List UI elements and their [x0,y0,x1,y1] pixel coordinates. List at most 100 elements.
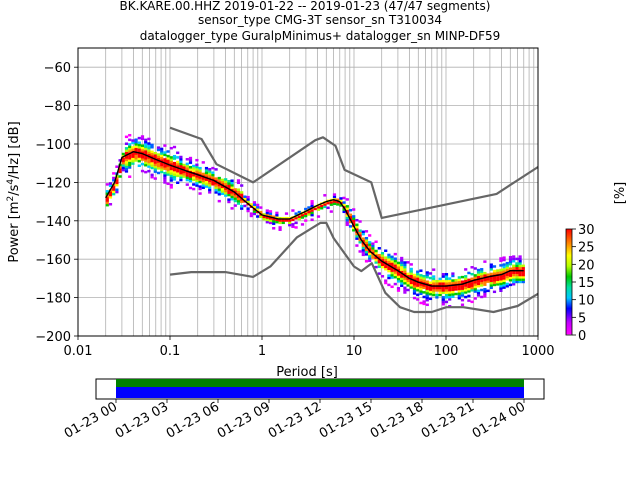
heatmap-cell [492,279,497,282]
heatmap-cell [256,215,260,218]
heatmap-cell [195,165,199,169]
heatmap-cell [153,177,157,180]
heatmap-cell [179,158,183,161]
heatmap-cell [246,200,250,204]
heatmap-cell [160,161,164,165]
availability-tick-label: 01-23 06 [164,399,222,441]
heatmap-cell [275,216,279,219]
heatmap-cell [153,154,157,157]
heatmap-cell [361,251,365,254]
heatmap-cell [163,160,167,163]
heatmap-cell [512,257,516,261]
heatmap-cell [128,175,132,178]
heatmap-cell [467,299,471,302]
heatmap-cell [448,295,452,299]
heatmap-cell [406,279,410,283]
heatmap-cell [499,282,503,286]
heatmap-cell [515,273,519,277]
heatmap-cell [105,196,109,200]
heatmap-cell [451,286,455,289]
heatmap-cell [214,184,218,187]
heatmap-cell [288,223,292,227]
heatmap-cell [396,277,401,281]
heatmap-cell [198,169,202,172]
heatmap-cell [224,182,228,186]
heatmap-cell [310,209,314,212]
heatmap-cell [214,186,218,190]
heatmap-cell [521,273,525,277]
heatmap-cell [342,201,346,204]
heatmap-cell [240,200,244,203]
heatmap-cell [265,213,269,217]
heatmap-cell [403,282,407,285]
heatmap-cell [326,201,330,205]
heatmap-cell [451,279,455,282]
heatmap-cell [204,171,209,175]
heatmap-cell [220,190,225,193]
heatmap-cell [297,210,301,214]
heatmap-cell [192,183,196,186]
heatmap-cell [486,273,490,276]
heatmap-cell [508,279,513,282]
heatmap-cell [496,278,500,282]
heatmap-cell [128,159,132,162]
heatmap-cell [128,133,132,137]
heatmap-cell [121,152,125,156]
heatmap-cell [259,215,263,219]
heatmap-cell [240,207,244,210]
heatmap-cell [515,266,519,270]
heatmap-cell [412,292,417,295]
heatmap-cell [374,252,378,255]
heatmap-cell [454,281,458,284]
heatmap-cell [441,286,445,290]
heatmap-cell [518,264,522,268]
heatmap-cell [204,185,209,188]
heatmap-cell [496,283,500,286]
heatmap-cell [169,163,173,166]
heatmap-cell [505,261,509,265]
heatmap-cell [364,241,369,245]
heatmap-cell [403,272,407,276]
heatmap-cell [400,266,404,269]
heatmap-cell [374,265,378,269]
heatmap-cell [508,255,513,259]
heatmap-cell [502,279,506,282]
heatmap-cell [227,184,231,188]
heatmap-cell [316,206,321,209]
heatmap-cell [236,193,241,196]
heatmap-cell [457,287,461,291]
heatmap-cell [412,282,417,286]
heatmap-cell [153,158,157,162]
heatmap-cell [406,281,410,285]
heatmap-cell [156,157,161,161]
heatmap-cell [406,284,410,287]
heatmap-cell [473,281,477,284]
heatmap-cell [278,219,282,222]
heatmap-cell [396,287,401,290]
heatmap-cell [284,212,289,215]
heatmap-cell [144,140,148,144]
heatmap-cell [268,219,273,222]
heatmap-cell [288,219,292,222]
heatmap-cell [211,176,215,179]
heatmap-cell [185,183,189,186]
heatmap-cell [460,291,465,295]
heatmap-cell [476,284,481,288]
heatmap-cell [300,223,305,226]
heatmap-cell [230,184,234,187]
heatmap-cell [355,235,359,238]
heatmap-cell [416,277,420,280]
heatmap-cell [473,283,477,286]
heatmap-cell [128,147,132,151]
heatmap-cell [428,281,433,284]
x-tick-label: 100 [434,344,459,359]
heatmap-cell [179,169,183,173]
heatmap-cell [352,229,356,232]
heatmap-cell [224,194,228,197]
heatmap-cell [131,148,135,152]
heatmap-cell [166,166,170,169]
heatmap-cell [403,275,407,278]
heatmap-cell [160,163,164,167]
heatmap-cell [486,278,490,281]
heatmap-cell [508,276,513,280]
